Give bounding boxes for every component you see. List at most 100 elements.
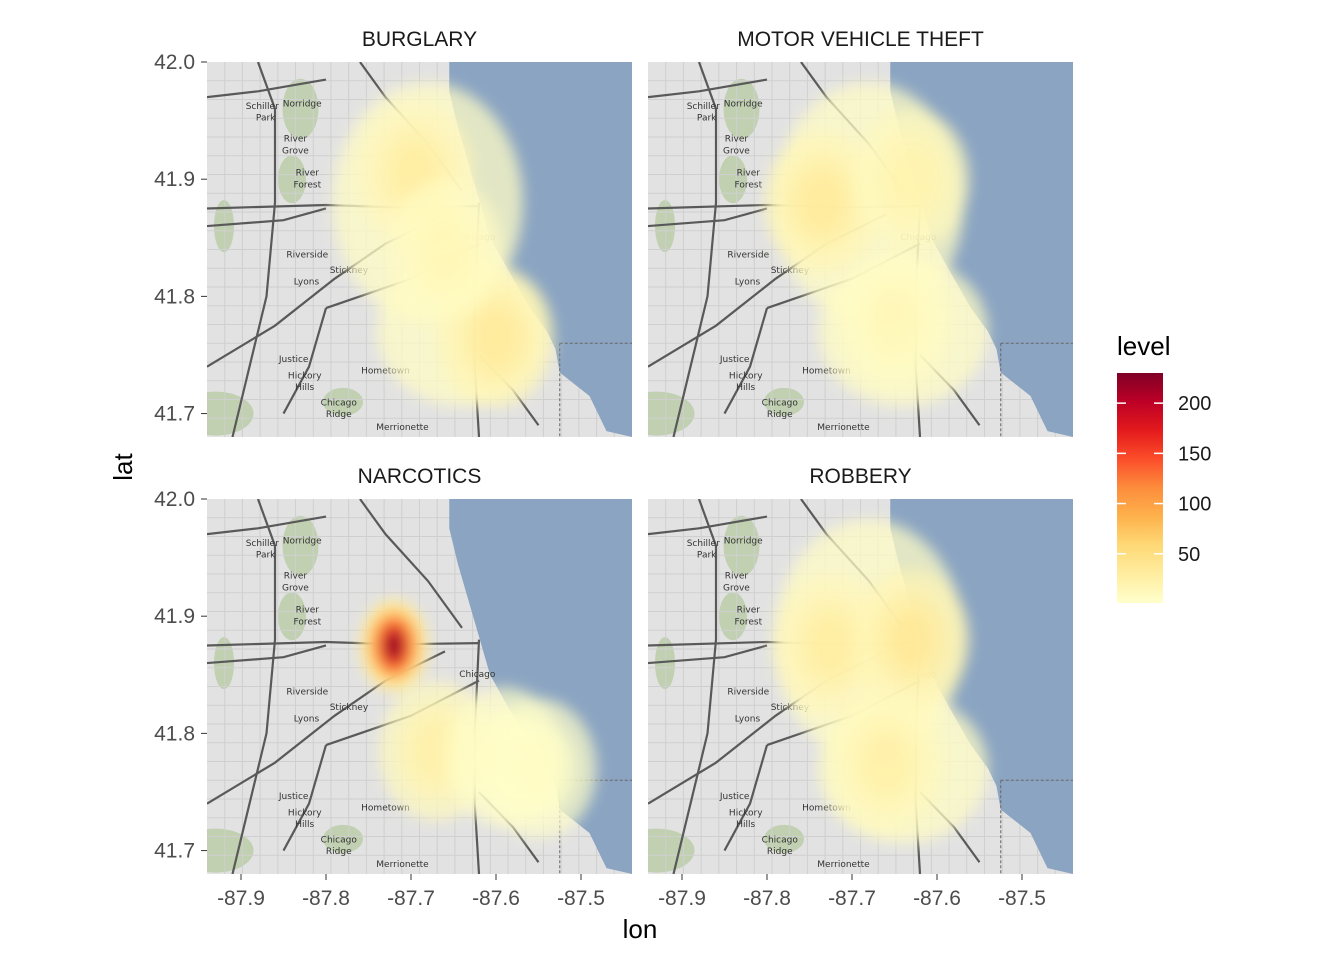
map-place-label: Park [256, 114, 276, 124]
map-place-label: Hometown [361, 367, 410, 377]
map-place-label: Park [697, 114, 717, 124]
legend-tick-label: 50 [1178, 544, 1200, 566]
map-place-label: Justice [278, 355, 309, 365]
map-park [764, 824, 804, 853]
map-place-label: Hometown [361, 804, 410, 814]
panel-narcotics: SchillerParkNorridgeRiverGroveRiverFores… [207, 499, 632, 874]
map-highway [723, 744, 769, 852]
map-place-label: Forest [293, 180, 321, 190]
y-tick-label: 41.7 [154, 403, 195, 426]
map-place-label: Stickney [771, 266, 810, 276]
facet-panels: SchillerParkNorridgeRiverGroveRiverFores… [207, 62, 1073, 874]
facet-strips: BURGLARY MOTOR VEHICLE THEFT NARCOTICS ROBB… [358, 28, 984, 488]
x-tick-label: -87.5 [557, 887, 605, 910]
map-highway [359, 499, 463, 629]
legend-colorbar [1117, 373, 1163, 603]
density-hotspot [474, 307, 518, 368]
map-place-label: Chicago [321, 398, 358, 408]
map-place-label: Norridge [724, 100, 763, 110]
map-place-label: Riverside [727, 688, 769, 698]
y-tick-label: 42.0 [154, 51, 195, 74]
map-highway [207, 207, 327, 228]
x-tick-label: -87.9 [217, 887, 265, 910]
map-place-label: Hills [295, 820, 314, 830]
map-park [723, 78, 760, 139]
x-tick-label: -87.7 [387, 887, 435, 910]
map-place-label: River [725, 572, 749, 582]
map-place-label: Justice [719, 792, 750, 802]
x-tick-label: -87.6 [913, 887, 961, 910]
map-place-label: Riverside [286, 251, 328, 261]
map-place-label: Forest [734, 180, 762, 190]
density-hotspot [889, 149, 934, 210]
map-place-label: Hickory [288, 371, 322, 381]
map-highway [648, 515, 768, 536]
map-place-label: Chicago [762, 835, 799, 845]
density-hotspot [872, 289, 917, 350]
x-tick-label: -87.9 [658, 887, 706, 910]
map-highway [648, 644, 768, 665]
map-place-label: River [725, 135, 749, 145]
map-place-label: Merrionette [817, 860, 870, 870]
map-place-label: Park [256, 551, 276, 561]
map-place-label: Norridge [283, 100, 322, 110]
density-hotspot [889, 609, 934, 670]
x-tick-label: -87.8 [743, 887, 791, 910]
map-place-label: Hills [736, 820, 755, 830]
map-place-label: Chicago [459, 670, 496, 680]
legend-tick-label: 200 [1178, 393, 1211, 415]
legend-ticks: 50 100 150 200 [1117, 393, 1211, 566]
map-park [655, 637, 675, 690]
map-highway [723, 307, 769, 415]
legend-tick-label: 150 [1178, 443, 1211, 465]
map-place-label: River [296, 169, 320, 179]
map-place-label: Ridge [326, 847, 352, 857]
map-place-label: Schiller [687, 539, 720, 549]
x-axis-ticks: -87.9 -87.8 -87.7 -87.6 -87.5 -87.9 -87.8 -87.7… [217, 874, 1046, 910]
legend-title: level [1117, 331, 1170, 361]
map-place-label: Ridge [767, 410, 793, 420]
map-highway [231, 62, 277, 437]
map-park [719, 155, 747, 204]
map-place-label: Schiller [687, 102, 720, 112]
map-place-label: Lyons [735, 278, 761, 288]
map-place-label: Grove [723, 146, 750, 156]
map-place-label: Grove [282, 146, 309, 156]
map-place-label: Forest [293, 617, 321, 627]
density-hotspot [800, 172, 845, 233]
density-layer-burglary [333, 82, 554, 408]
map-place-label: Merrionette [376, 860, 429, 870]
x-axis-title: lon [623, 914, 658, 944]
map-place-label: Park [697, 551, 717, 561]
y-axis-title: lat [108, 452, 138, 480]
map-place-label: Schiller [246, 102, 279, 112]
map-place-label: Lyons [294, 278, 320, 288]
legend: level 50 100 150 200 [1117, 331, 1211, 603]
map-place-label: Norridge [724, 537, 763, 547]
y-axis-ticks: 41.7 41.8 41.9 42.0 41.7 41.8 41.9 42.0 [154, 51, 207, 863]
map-park [282, 78, 319, 139]
x-tick-label: -87.7 [828, 887, 876, 910]
strip-label-burglary: BURGLARY [362, 28, 477, 51]
y-tick-label: 42.0 [154, 488, 195, 511]
map-highway [672, 499, 718, 874]
map-place-label: Hills [736, 383, 755, 393]
y-tick-label: 41.8 [154, 285, 195, 308]
density-hotspot [808, 615, 853, 676]
map-highway [672, 62, 718, 437]
map-park [323, 824, 363, 853]
map-highway [207, 644, 327, 665]
legend-tick-label: 100 [1178, 494, 1211, 516]
strip-label-narcotics: NARCOTICS [358, 465, 482, 488]
map-park [323, 387, 363, 416]
map-place-label: Lyons [735, 715, 761, 725]
map-place-label: River [737, 169, 761, 179]
map-place-label: Lyons [294, 715, 320, 725]
map-place-label: Stickney [330, 266, 369, 276]
map-place-label: River [284, 135, 308, 145]
map-place-label: Norridge [283, 537, 322, 547]
map-place-label: Merrionette [817, 423, 870, 433]
density-hotspot [388, 634, 400, 657]
map-park [719, 592, 747, 641]
